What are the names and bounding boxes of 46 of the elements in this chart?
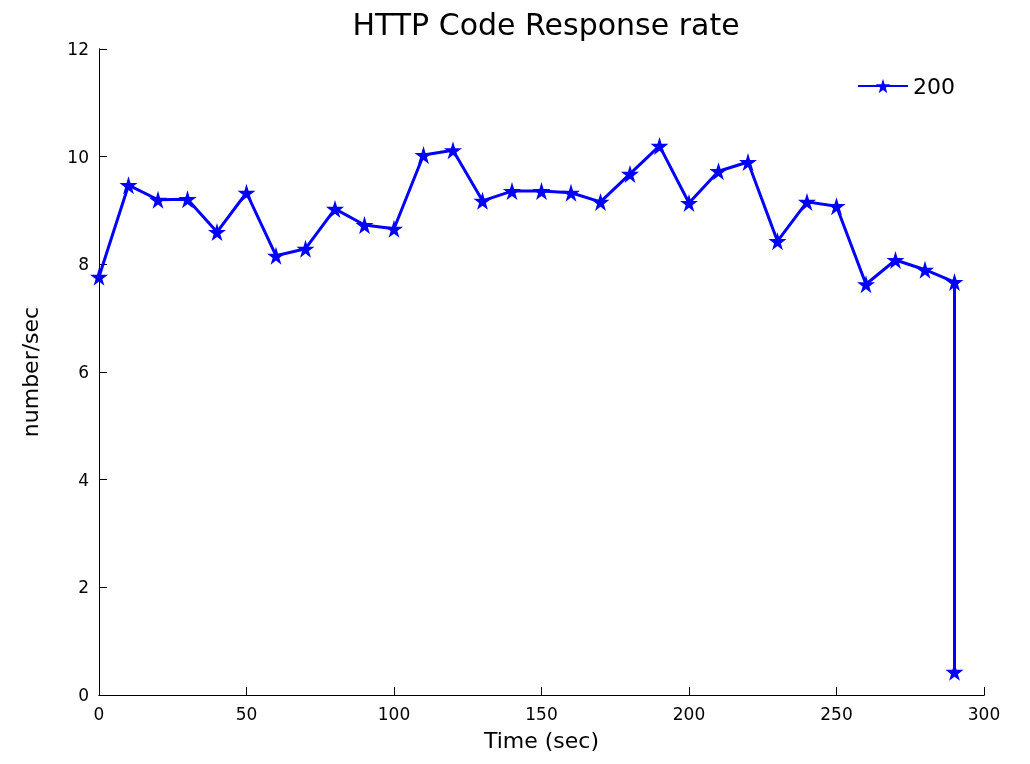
- point: [237, 183, 256, 202]
- y-tick-label: 2: [78, 577, 89, 598]
- point: [149, 190, 167, 209]
- y-tick-label: 4: [78, 469, 89, 490]
- x-tick-label: 200: [672, 703, 706, 724]
- point: [296, 239, 315, 258]
- point: [680, 193, 698, 212]
- point: [739, 153, 757, 172]
- point: [621, 164, 639, 183]
- point: [945, 273, 964, 292]
- point: [178, 190, 197, 209]
- y-axis-title: number/sec: [17, 306, 43, 438]
- point: [355, 216, 374, 235]
- point: [650, 136, 669, 155]
- point: [532, 182, 551, 201]
- x-axis-title: Time (sec): [482, 727, 600, 753]
- point: [119, 176, 138, 195]
- point: [444, 141, 462, 160]
- point: [591, 192, 610, 211]
- legend-label: 200: [913, 73, 956, 99]
- point: [916, 260, 934, 279]
- y-tick-label: 10: [67, 146, 89, 167]
- x-tick-label: 0: [93, 703, 105, 724]
- point: [385, 219, 403, 238]
- point: [90, 267, 108, 286]
- point: [857, 275, 875, 294]
- point: [473, 191, 492, 210]
- x-tick-label: 300: [967, 703, 1001, 724]
- y-tick-label: 6: [78, 362, 89, 382]
- x-tick-label: 250: [820, 703, 853, 724]
- point: [326, 199, 344, 218]
- x-tick-label: 100: [377, 703, 411, 724]
- point: [709, 162, 728, 181]
- point: [503, 182, 521, 201]
- point: [768, 232, 787, 251]
- x-tick-label: 50: [235, 703, 258, 724]
- point: [267, 246, 285, 265]
- point: [208, 223, 226, 242]
- chart-title: HTTP Code Response rate: [352, 6, 740, 42]
- point: [798, 192, 816, 211]
- y-tick-label: 8: [78, 254, 89, 275]
- point: [886, 251, 905, 270]
- point: [562, 183, 580, 202]
- y-tick-label: 0: [78, 685, 89, 705]
- x-tick-label: 150: [525, 703, 558, 724]
- y-tick-label: 12: [67, 39, 89, 59]
